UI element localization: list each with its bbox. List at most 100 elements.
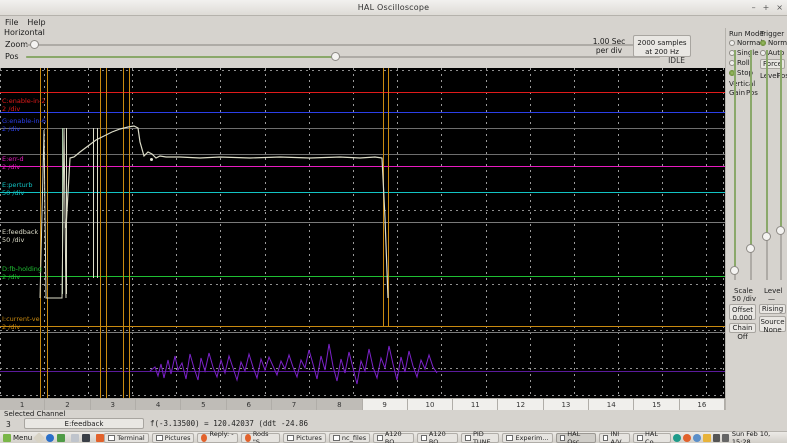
- channel-tab-8[interactable]: 8: [317, 398, 363, 410]
- trigger-source-button[interactable]: Source None: [759, 316, 786, 334]
- channel-tab-7[interactable]: 7: [271, 398, 318, 410]
- sec-per-div-value: 1.00 Sec: [592, 37, 626, 46]
- minimize-icon[interactable]: –: [751, 3, 756, 12]
- tray-update-icon[interactable]: [692, 433, 701, 442]
- channel-label-i-current-vel[interactable]: I:current-vel 2 /div: [2, 315, 42, 331]
- taskbar-item-hal-osc[interactable]: HAL Osc...: [555, 430, 596, 443]
- window-icon: [559, 434, 566, 441]
- taskbar-item-pictures-1[interactable]: Pictures: [151, 432, 195, 443]
- terminal-icon[interactable]: [57, 433, 66, 442]
- taskbar-item-terminal[interactable]: Terminal: [104, 432, 149, 443]
- taskbar-item-pid-tune[interactable]: PID TUNE: [461, 430, 500, 443]
- channel-tab-3[interactable]: 3: [90, 398, 136, 410]
- menu-icon: [3, 433, 11, 442]
- taskbar-item-hal-co[interactable]: HAL Co...: [633, 430, 671, 443]
- selected-channel-button[interactable]: E:feedback: [24, 418, 144, 429]
- trigger-level-readout-label: Level: [764, 287, 783, 295]
- trigger-level-knob[interactable]: [762, 232, 771, 241]
- window-icon: [108, 434, 116, 441]
- vertical-gain-knob[interactable]: [730, 266, 739, 275]
- vertical-pos-slider[interactable]: [746, 50, 756, 280]
- channel-tab-14[interactable]: 14: [589, 398, 635, 410]
- status-bar: Selected Channel 3 E:feedback f(-3.13500…: [0, 410, 787, 431]
- vertical-pos-knob[interactable]: [746, 244, 755, 253]
- trigger-pos-knob[interactable]: [776, 226, 785, 235]
- taskbar-item-experim[interactable]: Experim...: [502, 432, 553, 443]
- vertical-title: Vertical: [729, 80, 756, 88]
- channel-label-g-enable-in-6[interactable]: G:enable-in-6 2 /div: [2, 117, 47, 133]
- zoom-slider-row: Zoom: [0, 39, 660, 50]
- channel-label-e-err-d[interactable]: E:err-d 2 /div: [2, 155, 24, 171]
- channel-tab-6[interactable]: 6: [226, 398, 272, 410]
- vertical-gain-label: Gain: [729, 89, 746, 97]
- channel-label-e-perturb[interactable]: E:perturb 50 /div: [2, 181, 33, 197]
- channel-tab-10[interactable]: 10: [407, 398, 454, 410]
- taskbar-clock[interactable]: Sun Feb 10, 15:28: [731, 429, 771, 443]
- taskbar-item-nc-files[interactable]: nc_files: [328, 432, 371, 443]
- force-trigger-button[interactable]: Force: [760, 59, 785, 69]
- samples-box[interactable]: 2000 samples at 200 Hz: [633, 35, 691, 57]
- scope-canvas[interactable]: C:enable-in-2 2 /div G:enable-in-6 2 /div …: [0, 68, 725, 398]
- run-mode-normal[interactable]: Normal: [729, 39, 762, 47]
- channel-tab-11[interactable]: 11: [453, 398, 499, 410]
- save-icon[interactable]: [71, 433, 80, 442]
- zoom-slider[interactable]: [26, 39, 660, 50]
- close-icon[interactable]: ×: [776, 3, 783, 12]
- tray-app-icon[interactable]: [672, 433, 681, 442]
- browser-icon[interactable]: [46, 433, 55, 442]
- start-menu-button[interactable]: Menu: [3, 433, 32, 442]
- trigger-level-label: Level: [760, 72, 779, 80]
- pos-label: Pos: [5, 52, 19, 61]
- channel-tab-2[interactable]: 2: [45, 398, 91, 410]
- tray-lock-icon[interactable]: [702, 433, 711, 442]
- channel-tab-12[interactable]: 12: [498, 398, 544, 410]
- pos-slider[interactable]: [26, 51, 660, 62]
- chain-button[interactable]: Chain Off: [729, 323, 756, 341]
- channel-label-c-enable-in-2[interactable]: C:enable-in-2 2 /div: [2, 97, 46, 113]
- window-icon: [602, 434, 609, 441]
- taskbar-item-a120-2[interactable]: A120 BO...: [417, 430, 459, 443]
- files-icon[interactable]: [82, 433, 91, 442]
- trigger-normal[interactable]: Normal: [760, 39, 787, 47]
- taskbar-item-pictures-2[interactable]: Pictures: [283, 432, 326, 443]
- pos-knob[interactable]: [331, 52, 340, 61]
- channel-tab-5[interactable]: 5: [181, 398, 227, 410]
- trigger-auto[interactable]: Auto: [760, 49, 784, 57]
- taskbar-item-rods[interactable]: Rods "S...: [240, 430, 281, 443]
- trigger-level-slider[interactable]: [762, 50, 772, 280]
- channel-tab-4[interactable]: 4: [135, 398, 182, 410]
- network-icon[interactable]: [721, 433, 729, 442]
- channel-label-e-feedback[interactable]: E:feedback 50 /div: [2, 228, 39, 244]
- taskbar-item-a120-1[interactable]: A120 BO...: [373, 430, 415, 443]
- noise-waveform: [149, 343, 438, 385]
- browser-icon: [201, 433, 208, 442]
- channel-tab-13[interactable]: 13: [543, 398, 590, 410]
- offset-button[interactable]: Offset 0.000: [729, 304, 756, 322]
- trigger-edge-button[interactable]: Rising: [759, 304, 786, 314]
- channel-tab-1[interactable]: 1: [0, 398, 46, 410]
- taskbar-item-ini-av[interactable]: INI A/V: [598, 430, 631, 443]
- channel-tab-9[interactable]: 9: [362, 398, 408, 410]
- zoom-knob[interactable]: [30, 40, 39, 49]
- tray-browser-icon[interactable]: [682, 433, 691, 442]
- trace-g-enable-in-6: [0, 112, 725, 113]
- scale-value: 50 /div: [732, 295, 757, 303]
- vertical-gain-slider[interactable]: [730, 50, 740, 280]
- volume-icon[interactable]: [712, 433, 720, 442]
- menu-item-help[interactable]: Help: [27, 17, 46, 27]
- menu-bar: File Help: [0, 16, 787, 28]
- taskbar-item-reply[interactable]: Reply: - ...: [197, 430, 238, 443]
- maximize-icon[interactable]: +: [762, 3, 770, 12]
- chrome-icon[interactable]: [96, 433, 105, 442]
- menu-item-file[interactable]: File: [5, 17, 19, 27]
- trace-e-perturb: [0, 192, 725, 193]
- editor-icon[interactable]: [33, 431, 45, 443]
- scale-label: Scale: [734, 287, 753, 295]
- channel-tab-16[interactable]: 16: [679, 398, 725, 410]
- channel-tabs: 1 2 3 4 5 6 7 8 9 10 11 12 13 14 15 16: [0, 398, 725, 410]
- channel-label-d-fb-holding[interactable]: D:fb-holding 2 /div: [2, 265, 43, 281]
- channel-tab-15[interactable]: 15: [634, 398, 680, 410]
- window-icon: [506, 434, 514, 441]
- trigger-pos-slider[interactable]: [776, 50, 786, 280]
